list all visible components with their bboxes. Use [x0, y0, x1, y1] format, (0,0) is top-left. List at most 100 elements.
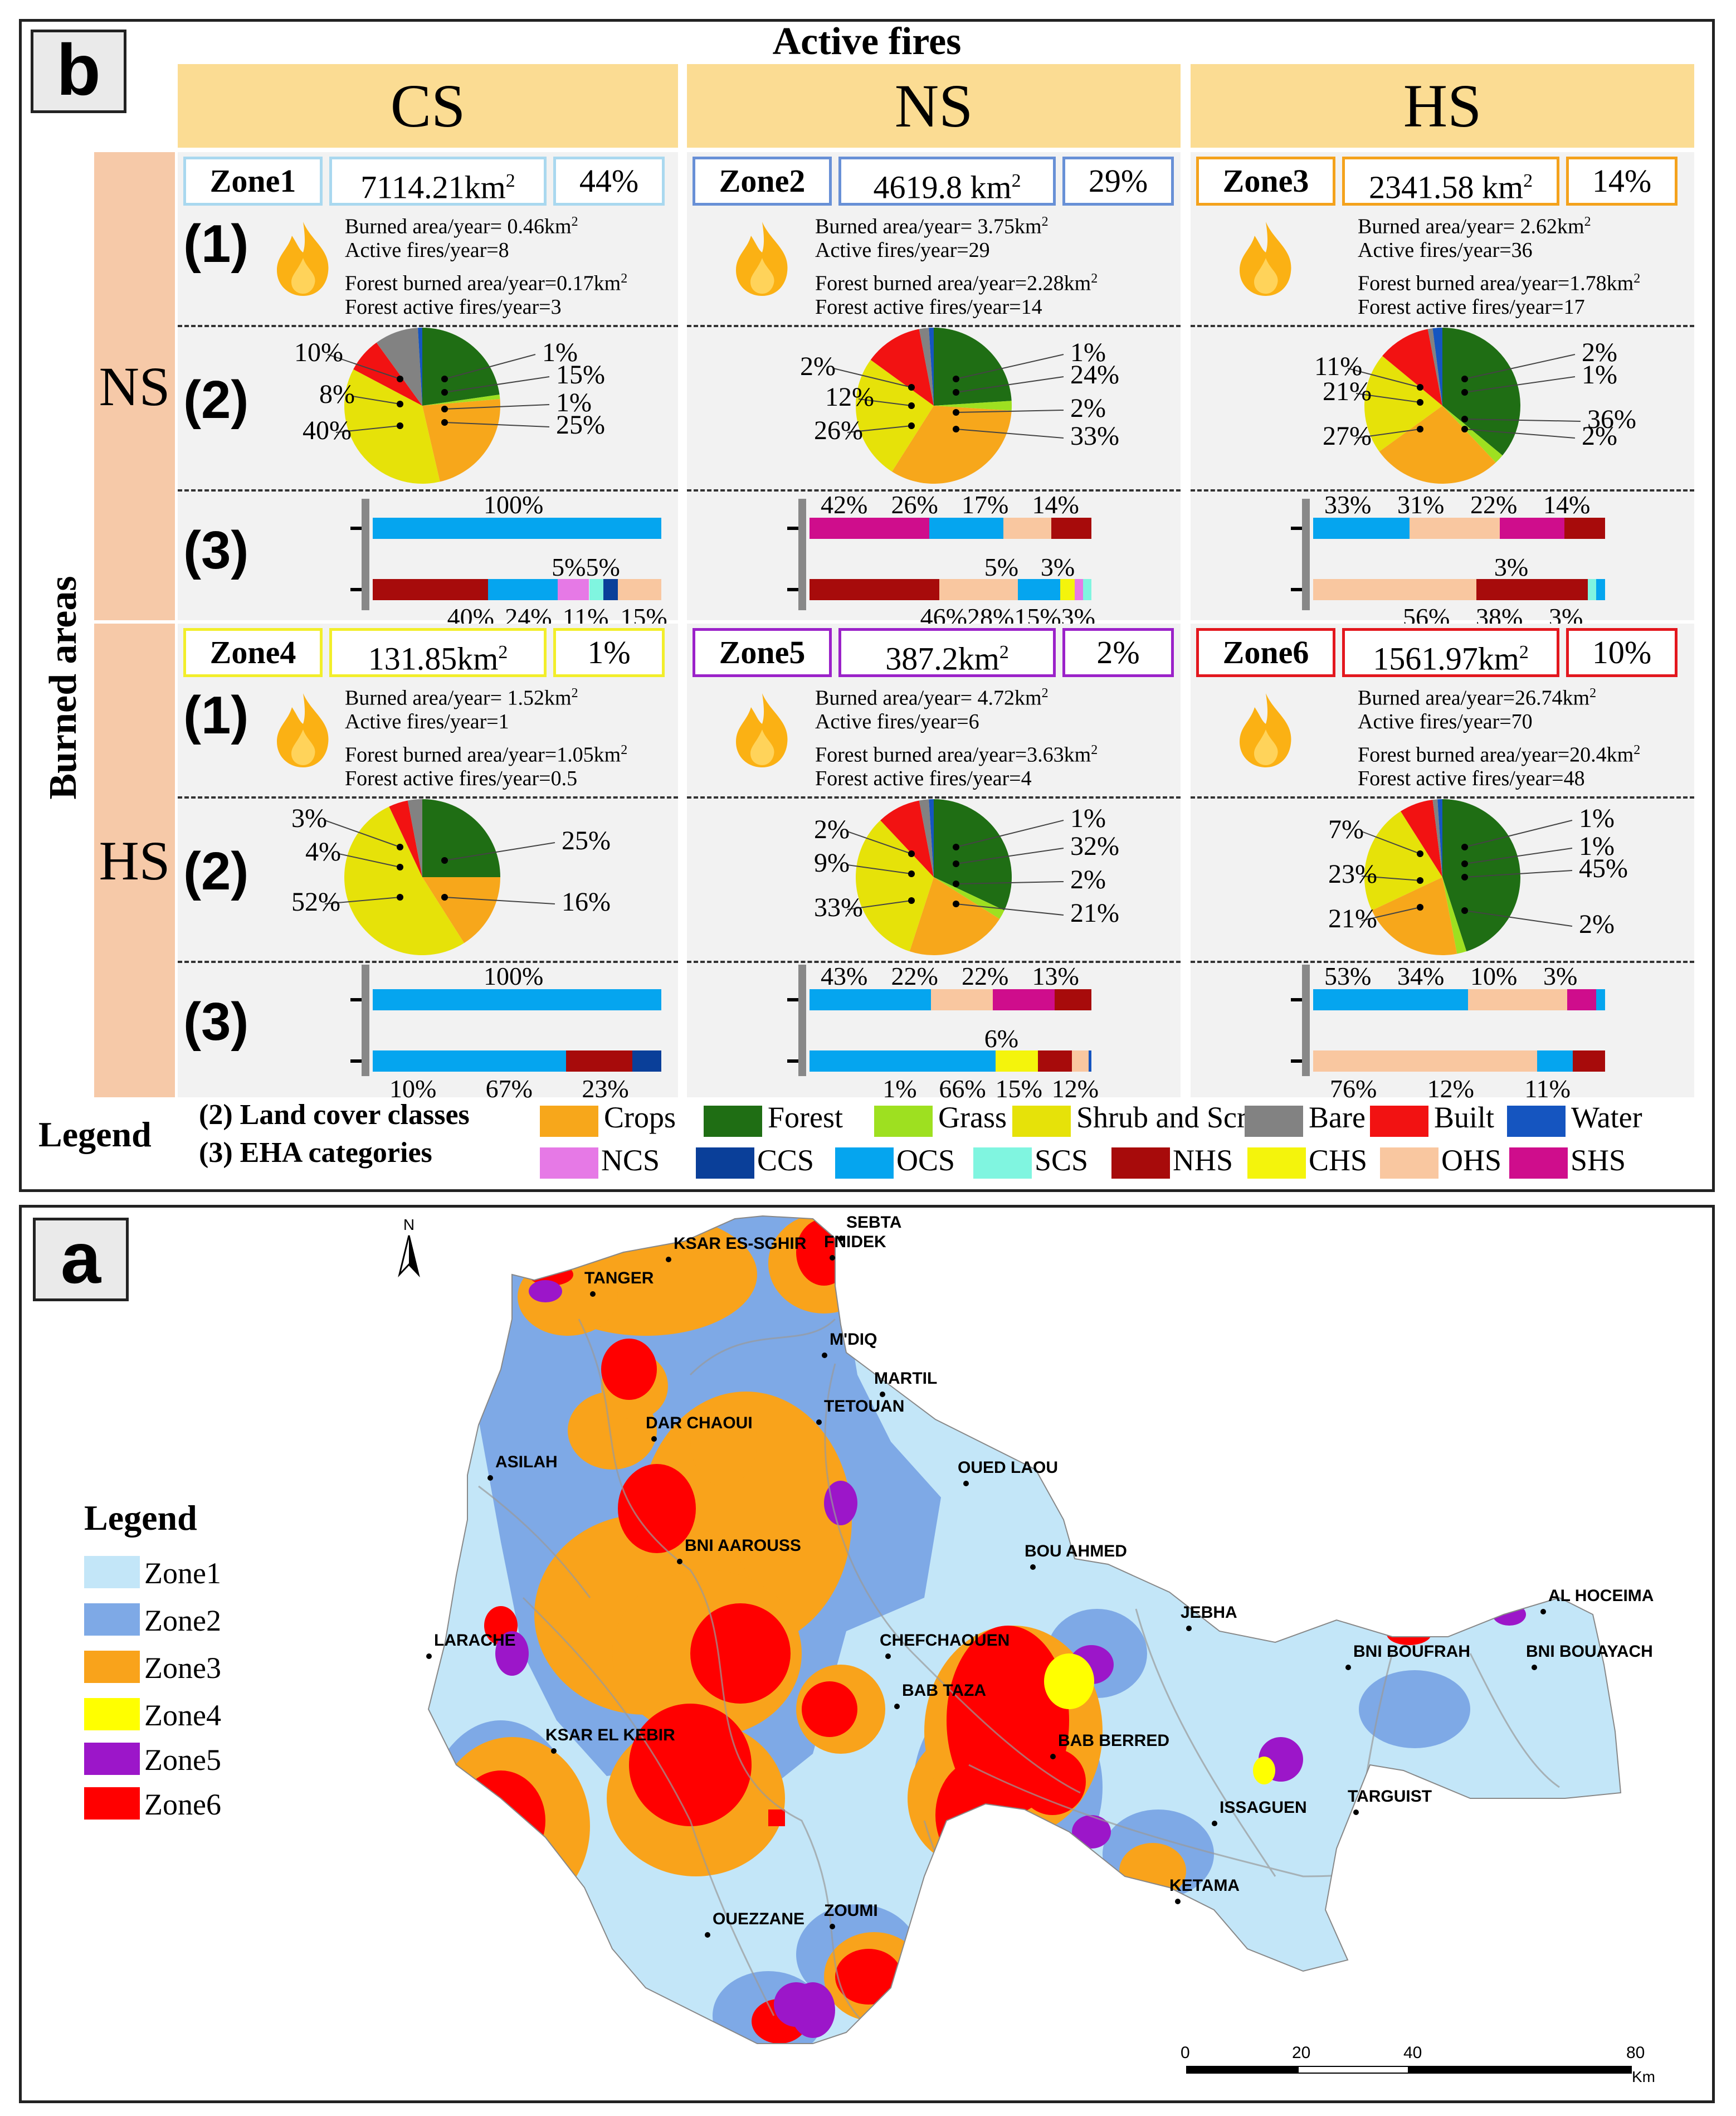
pie-leader-line — [1355, 429, 1421, 439]
city-dot — [830, 1255, 835, 1261]
burned-bar-segment — [810, 989, 931, 1010]
pie-leader-dot — [441, 857, 448, 864]
legend-eha-label: (3) EHA categories — [199, 1137, 432, 1169]
zone-stat-line: Burned area/year= 3.75km2 — [815, 208, 1049, 241]
pie-slice — [934, 877, 1004, 920]
stat-text: Active fires/year=8 — [345, 239, 509, 262]
bar-tick — [1291, 1059, 1302, 1063]
active-bar-segment — [1082, 579, 1091, 600]
scale-segment — [1409, 2066, 1632, 2074]
pie-slice — [422, 799, 500, 877]
pie-leader-dot — [1461, 389, 1468, 396]
zone-stat-line: Forest active fires/year=17 — [1358, 293, 1585, 322]
legend-swatch — [973, 1147, 1032, 1179]
map-legend-swatch — [84, 1603, 140, 1636]
stat-text: Forest active fires/year=0.5 — [345, 767, 578, 790]
active-bar-segment — [589, 579, 604, 600]
zone-stat-line: Forest burned area/year=1.05km2 — [345, 736, 627, 770]
pie-leader-dot — [441, 894, 448, 901]
active-bar-label: 23% — [582, 1074, 629, 1103]
area-superscript: 2 — [498, 642, 508, 663]
pie-slice — [1437, 799, 1442, 877]
land-cover-pie: 11% 2%1%21%36%27% 2% — [1314, 328, 1636, 484]
zone-stat-line: Forest active fires/year=0.5 — [345, 765, 577, 793]
pie-leader-line — [444, 404, 550, 410]
pie-label: 1% — [1070, 804, 1106, 833]
pie-leader-line — [847, 425, 912, 433]
pie-leader-dot — [441, 406, 448, 412]
pie-slice — [929, 799, 934, 877]
active-bar-segment — [1313, 1050, 1538, 1072]
city-dot — [1030, 1564, 1036, 1570]
legend-label: OCS — [896, 1144, 955, 1177]
zone-stat-line: Forest burned area/year=20.4km2 — [1358, 736, 1640, 770]
area-superscript: 2 — [571, 686, 578, 701]
scale-segment — [1186, 2066, 1298, 2074]
legend-swatch — [1247, 1147, 1306, 1179]
burned-bar-label: 3% — [1543, 962, 1578, 990]
pie-label: 1% — [542, 338, 578, 367]
city-label: KSAR EL KEBIR — [545, 1726, 675, 1744]
active-bar-segment — [939, 579, 1018, 600]
active-bar-segment — [810, 1050, 996, 1072]
pie-slice — [422, 395, 500, 406]
pie-leader-line — [338, 853, 401, 868]
pie-leader-line — [324, 820, 401, 848]
pie-slice — [1442, 799, 1520, 952]
burned-bar-segment — [1003, 518, 1052, 539]
panel-b-letter: b — [31, 30, 126, 113]
city-label: OUEZZANE — [713, 1910, 804, 1928]
city-label: TETOUAN — [824, 1397, 905, 1415]
map-legend-label: Zone1 — [144, 1556, 221, 1590]
active-bar-label: 15% — [995, 1074, 1042, 1103]
area-superscript: 2 — [1519, 642, 1529, 663]
pie-label: 10% — [294, 338, 343, 367]
pie-leader-line — [1464, 354, 1576, 380]
pie-leader-line — [847, 831, 912, 854]
pie-leader-line — [1464, 910, 1573, 927]
pie-leader-dot — [1461, 416, 1468, 422]
scale-tick-label: 80 — [1626, 2044, 1645, 2062]
city-dot — [487, 1475, 493, 1481]
pie-slice — [376, 328, 422, 406]
pie-slice — [929, 328, 934, 406]
active-bar-segment — [557, 579, 589, 600]
pie-slice — [1432, 799, 1442, 877]
burned-bar-label: 13% — [1032, 962, 1079, 990]
column-head-hs: HS — [1191, 64, 1694, 148]
pie-label: 1% — [1579, 804, 1615, 833]
pie-label: 52% — [291, 887, 340, 917]
zone-area: 131.85km2 — [329, 628, 547, 677]
zone-map — [427, 1215, 1622, 2044]
pie-leader-line — [847, 900, 912, 910]
pie-slice — [909, 877, 1000, 955]
city-dot — [551, 1748, 557, 1754]
zone-stat-line: Forest active fires/year=48 — [1358, 765, 1585, 793]
pie-label: 21% — [1328, 904, 1377, 933]
pie-leader-dot — [441, 389, 448, 396]
pie-label: 1% — [1070, 338, 1106, 367]
pie-label: 2% — [1582, 421, 1617, 451]
row-separator — [1191, 796, 1694, 799]
pie-leader-dot — [953, 376, 959, 382]
pie-leader-line — [444, 422, 550, 427]
city-label: FNIDEK — [824, 1233, 886, 1251]
legend-label: Forest — [768, 1101, 843, 1134]
pie-label: 32% — [1070, 831, 1119, 861]
bar-tick — [350, 527, 362, 530]
zone-stat-line: Active fires/year=70 — [1358, 708, 1533, 736]
legend-label: Grass — [938, 1101, 1007, 1134]
pie-label: 2% — [800, 352, 836, 381]
pie-leader-dot — [953, 409, 959, 416]
stat-text: Forest burned area/year=1.78km — [1358, 271, 1634, 295]
pie-leader-line — [352, 396, 401, 405]
row-separator — [178, 796, 678, 799]
active-bar-label: 67% — [485, 1074, 533, 1103]
zone-stat-line: Burned area/year= 1.52km2 — [345, 679, 578, 713]
city-label: TANGER — [584, 1269, 654, 1287]
zone-cell-2: Zone2 4619.8 km2 29% Burned area/year= 3.75… — [687, 152, 1181, 631]
fire-icon — [736, 222, 788, 296]
land-cover-pie: 2% 1% 9% 32% 2% 33% 21% — [814, 799, 1119, 955]
city-label: ASILAH — [495, 1453, 558, 1471]
active-bar-label: 3% — [1040, 553, 1075, 581]
